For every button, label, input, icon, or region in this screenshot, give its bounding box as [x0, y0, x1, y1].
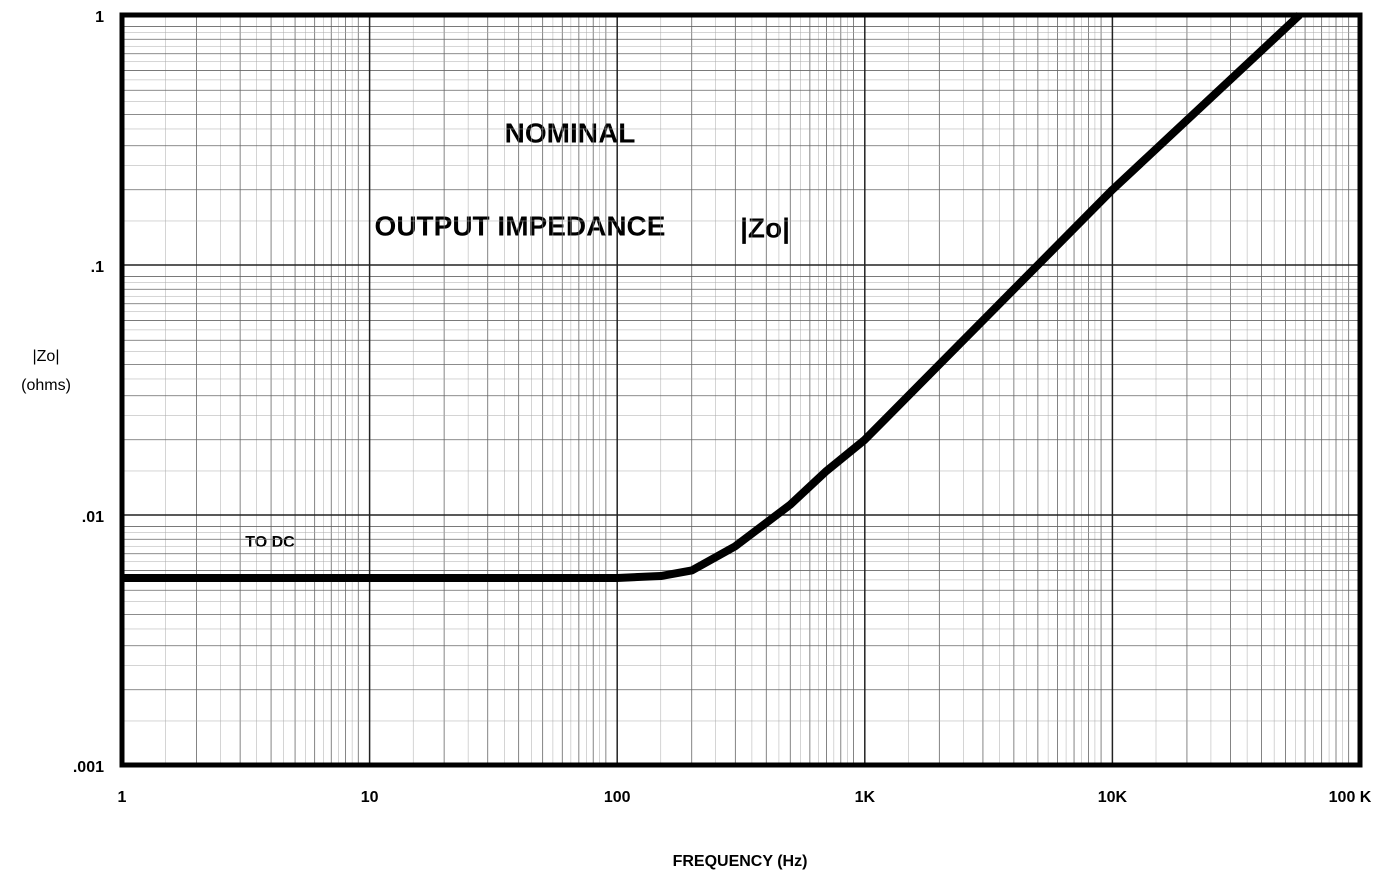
x-tick-label: 1: [118, 789, 127, 806]
line: [122, 12, 1303, 582]
x-tick-label: 10K: [1098, 789, 1128, 806]
x-tick-label: 1K: [855, 789, 876, 806]
x-axis-label: FREQUENCY (Hz): [673, 853, 808, 870]
y-tick-label: .1: [91, 259, 104, 276]
annotation: OUTPUT IMPEDANCE: [375, 210, 666, 241]
y-tick-label: 1: [95, 9, 104, 26]
annotation: |Zo|: [740, 212, 790, 243]
y-axis-label: (ohms): [21, 377, 71, 394]
annotation: NOMINAL: [505, 117, 636, 148]
x-tick-label: 100: [604, 789, 631, 806]
y-axis-label: |Zo|: [33, 348, 60, 365]
y-tick-label: .001: [73, 759, 104, 776]
y-tick-label: .01: [82, 509, 104, 526]
x-tick-label: 100 K: [1329, 789, 1372, 806]
annotation: TO DC: [245, 534, 295, 551]
plot-frame: [119, 12, 1363, 768]
x-tick-label: 10: [361, 789, 379, 806]
